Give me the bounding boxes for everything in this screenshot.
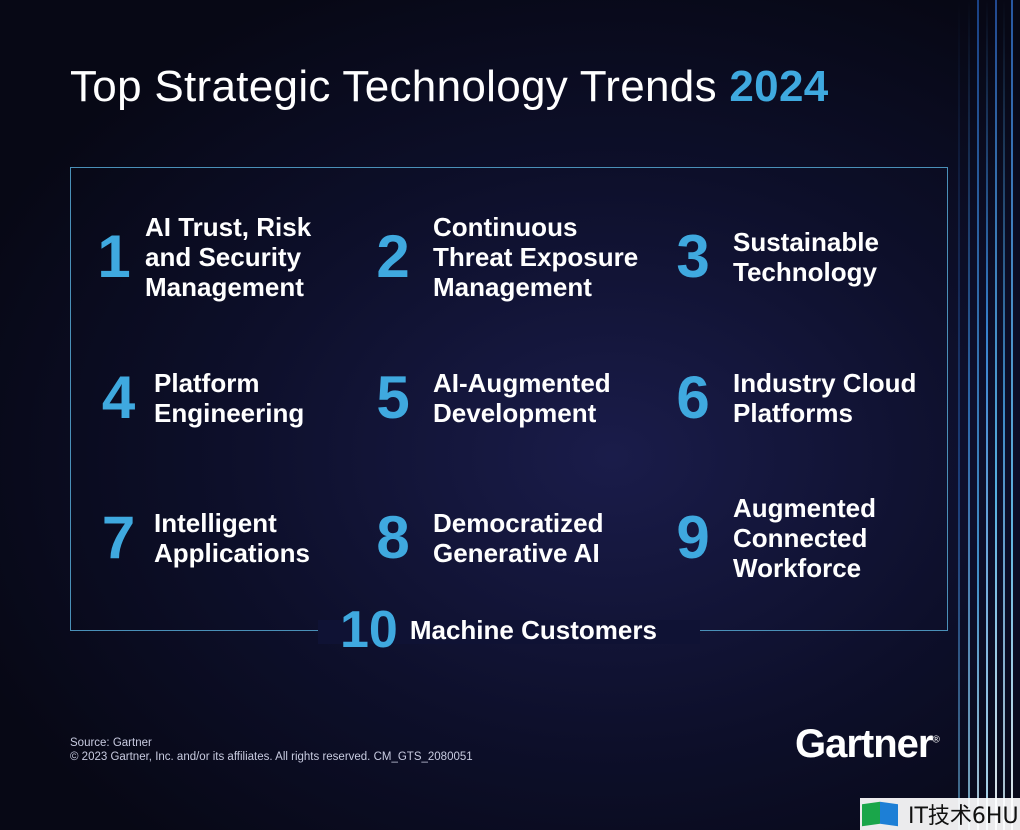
registered-mark: ® (932, 734, 940, 746)
trend-item-9: 9 Augmented Connected Workforce (665, 493, 876, 583)
trend-item-8: 8 Democratized Generative AI (365, 498, 604, 578)
trend-item-10: 10 Machine Customers (340, 604, 657, 656)
trend-number: 1 (97, 223, 131, 290)
page-title: Top Strategic Technology Trends 2024 (70, 62, 829, 112)
trend-label: Democratized Generative AI (433, 508, 604, 568)
trend-item-7: 7 Intelligent Applications (95, 498, 310, 578)
trend-label: Platform Engineering (154, 368, 305, 428)
trend-label: AI-Augmented Development (433, 368, 611, 428)
trend-number: 2 (376, 223, 410, 290)
trend-label: Intelligent Applications (154, 508, 311, 568)
trend-item-1: 1 AI Trust, Risk and Security Management (95, 212, 311, 302)
trend-item-4: 4 Platform Engineering (95, 358, 304, 438)
title-text: Top Strategic Technology Trends (70, 62, 717, 111)
trend-item-6: 6 Industry Cloud Platforms (665, 358, 916, 438)
trend-label: Continuous Threat Exposure Management (433, 212, 639, 302)
light-streaks-decoration (950, 0, 1020, 830)
trend-label: Industry Cloud Platforms (733, 368, 917, 428)
watermark: IT技术6HU (860, 798, 1020, 830)
watermark-text: IT技术6HU (908, 804, 1019, 829)
trend-number: 9 (676, 504, 710, 571)
trend-number: 3 (676, 223, 710, 290)
book-icon (862, 801, 902, 827)
trend-number: 4 (101, 364, 136, 431)
copyright-text: © 2023 Gartner, Inc. and/or its affiliat… (70, 751, 473, 763)
trend-number: 5 (376, 364, 410, 431)
trend-item-2: 2 Continuous Threat Exposure Management (365, 212, 638, 302)
trend-item-5: 5 AI-Augmented Development (365, 358, 611, 438)
logo-text: Gartner (795, 722, 933, 766)
frame-gap (318, 620, 700, 644)
trend-number: 8 (376, 504, 410, 571)
trend-label: AI Trust, Risk and Security Management (145, 212, 312, 302)
source-footer: Source: Gartner © 2023 Gartner, Inc. and… (70, 736, 473, 764)
trend-label: Sustainable Technology (733, 227, 879, 287)
trend-label: Machine Customers (409, 615, 657, 645)
gartner-logo: Gartner® (795, 722, 940, 767)
title-year: 2024 (729, 62, 829, 111)
trend-number: 10 (340, 601, 398, 659)
source-text: Source: Gartner (70, 737, 152, 749)
trend-label: Augmented Connected Workforce (733, 493, 876, 583)
trend-number: 7 (101, 504, 136, 571)
trend-number: 6 (676, 364, 710, 431)
trend-item-3: 3 Sustainable Technology (665, 212, 879, 302)
